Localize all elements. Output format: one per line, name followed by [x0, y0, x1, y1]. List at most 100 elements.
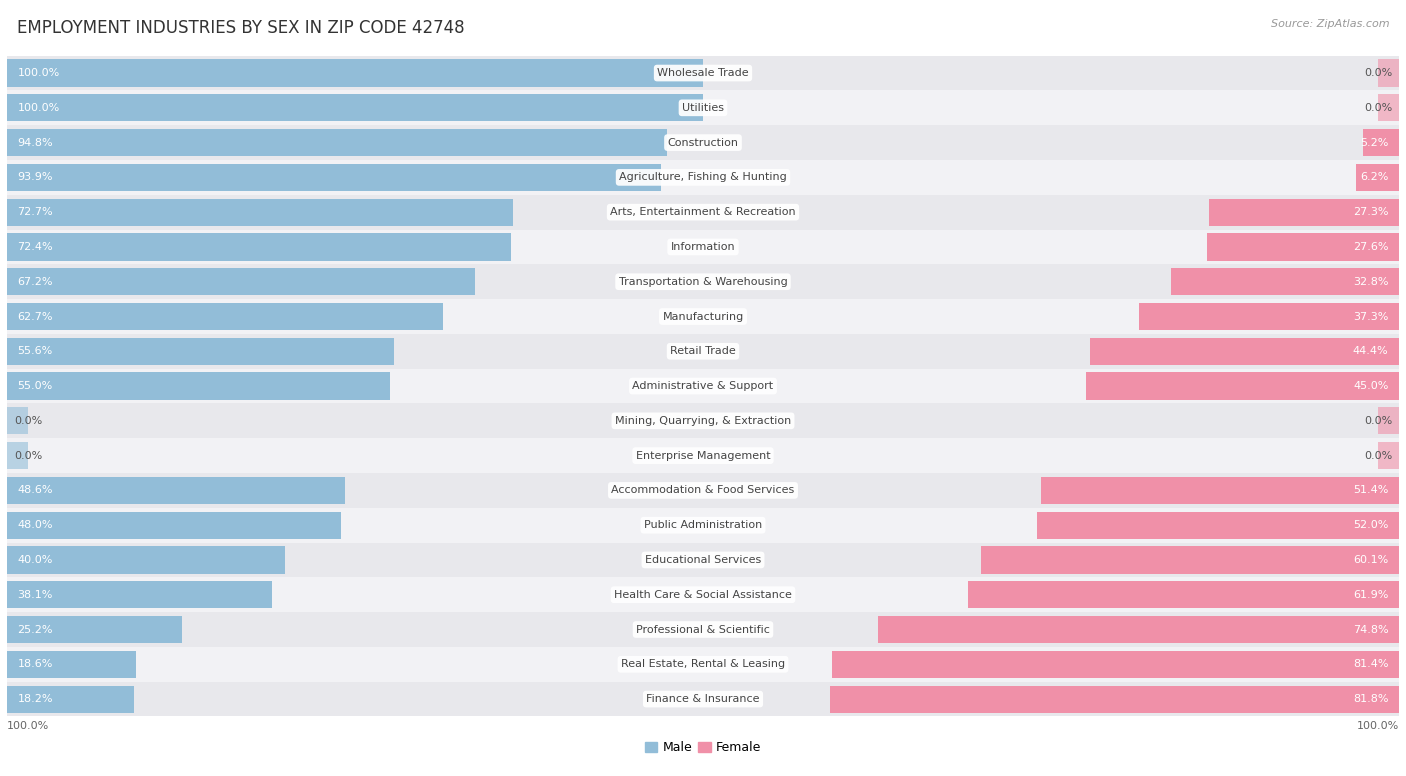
Text: 62.7%: 62.7% [17, 311, 53, 321]
Bar [7, 681, 1399, 716]
Text: 100.0%: 100.0% [17, 68, 59, 78]
Text: 0.0%: 0.0% [1364, 416, 1392, 426]
Bar [1090, 338, 1399, 365]
Text: Wholesale Trade: Wholesale Trade [657, 68, 749, 78]
Bar [7, 372, 389, 400]
Text: Health Care & Social Assistance: Health Care & Social Assistance [614, 590, 792, 600]
Bar [7, 94, 703, 121]
Bar [1139, 303, 1399, 330]
Text: 55.0%: 55.0% [17, 381, 52, 391]
Bar [1042, 476, 1399, 504]
Bar [7, 199, 513, 226]
Bar [7, 546, 285, 573]
Text: Transportation & Warehousing: Transportation & Warehousing [619, 277, 787, 286]
Bar [7, 230, 1399, 265]
Text: Arts, Entertainment & Recreation: Arts, Entertainment & Recreation [610, 207, 796, 217]
Bar [1038, 511, 1399, 539]
Bar [7, 581, 273, 608]
Legend: Male, Female: Male, Female [640, 736, 766, 759]
Bar [1378, 442, 1399, 469]
Bar [7, 299, 1399, 334]
Text: 72.7%: 72.7% [17, 207, 53, 217]
Bar [830, 685, 1399, 712]
Text: 61.9%: 61.9% [1353, 590, 1389, 600]
Text: 74.8%: 74.8% [1353, 625, 1389, 635]
Bar [7, 129, 666, 156]
Text: 48.6%: 48.6% [17, 486, 53, 495]
Bar [1362, 129, 1399, 156]
Text: Manufacturing: Manufacturing [662, 311, 744, 321]
Text: 72.4%: 72.4% [17, 242, 53, 252]
Bar [7, 508, 1399, 542]
Bar [7, 407, 28, 435]
Bar [1171, 268, 1399, 296]
Text: Retail Trade: Retail Trade [671, 346, 735, 356]
Bar [7, 334, 1399, 369]
Bar [7, 234, 510, 261]
Bar [7, 303, 443, 330]
Bar [7, 265, 1399, 299]
Text: 52.0%: 52.0% [1353, 520, 1389, 530]
Text: 81.8%: 81.8% [1353, 694, 1389, 704]
Text: 55.6%: 55.6% [17, 346, 52, 356]
Text: Source: ZipAtlas.com: Source: ZipAtlas.com [1271, 19, 1389, 29]
Bar [7, 651, 136, 678]
Bar [832, 651, 1399, 678]
Bar [7, 612, 1399, 647]
Text: 40.0%: 40.0% [17, 555, 53, 565]
Bar [7, 476, 346, 504]
Text: 6.2%: 6.2% [1360, 172, 1389, 182]
Text: 93.9%: 93.9% [17, 172, 53, 182]
Text: Administrative & Support: Administrative & Support [633, 381, 773, 391]
Bar [981, 546, 1399, 573]
Text: 27.6%: 27.6% [1353, 242, 1389, 252]
Text: 60.1%: 60.1% [1354, 555, 1389, 565]
Text: 18.2%: 18.2% [17, 694, 53, 704]
Text: 27.3%: 27.3% [1353, 207, 1389, 217]
Text: 18.6%: 18.6% [17, 660, 53, 669]
Text: Finance & Insurance: Finance & Insurance [647, 694, 759, 704]
Bar [7, 56, 1399, 91]
Text: Construction: Construction [668, 137, 738, 147]
Text: Public Administration: Public Administration [644, 520, 762, 530]
Text: 94.8%: 94.8% [17, 137, 53, 147]
Bar [7, 369, 1399, 404]
Text: 67.2%: 67.2% [17, 277, 53, 286]
Bar [7, 125, 1399, 160]
Text: 100.0%: 100.0% [1357, 721, 1399, 731]
Text: 100.0%: 100.0% [17, 103, 59, 113]
Text: 32.8%: 32.8% [1353, 277, 1389, 286]
Bar [7, 542, 1399, 577]
Text: 100.0%: 100.0% [7, 721, 49, 731]
Bar [7, 473, 1399, 508]
Bar [7, 404, 1399, 438]
Bar [7, 685, 134, 712]
Bar [7, 438, 1399, 473]
Text: Enterprise Management: Enterprise Management [636, 451, 770, 461]
Text: EMPLOYMENT INDUSTRIES BY SEX IN ZIP CODE 42748: EMPLOYMENT INDUSTRIES BY SEX IN ZIP CODE… [17, 19, 464, 37]
Bar [7, 338, 394, 365]
Bar [969, 581, 1399, 608]
Text: 5.2%: 5.2% [1360, 137, 1389, 147]
Bar [1355, 164, 1399, 191]
Text: 51.4%: 51.4% [1353, 486, 1389, 495]
Text: 81.4%: 81.4% [1353, 660, 1389, 669]
Text: 25.2%: 25.2% [17, 625, 53, 635]
Text: Real Estate, Rental & Leasing: Real Estate, Rental & Leasing [621, 660, 785, 669]
Bar [7, 616, 183, 643]
Bar [7, 511, 342, 539]
Text: 45.0%: 45.0% [1353, 381, 1389, 391]
Bar [7, 91, 1399, 125]
Bar [7, 647, 1399, 681]
Text: 44.4%: 44.4% [1353, 346, 1389, 356]
Bar [1378, 407, 1399, 435]
Bar [1206, 234, 1399, 261]
Text: 0.0%: 0.0% [14, 451, 42, 461]
Text: Information: Information [671, 242, 735, 252]
Text: 0.0%: 0.0% [1364, 68, 1392, 78]
Text: 0.0%: 0.0% [1364, 451, 1392, 461]
Bar [7, 195, 1399, 230]
Text: Agriculture, Fishing & Hunting: Agriculture, Fishing & Hunting [619, 172, 787, 182]
Text: 38.1%: 38.1% [17, 590, 53, 600]
Bar [879, 616, 1399, 643]
